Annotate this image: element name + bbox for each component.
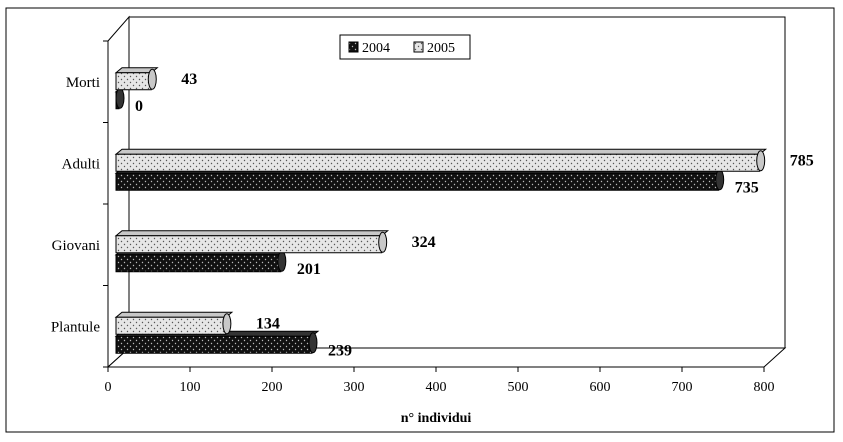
data-label-2004-giovani: 201: [297, 261, 321, 278]
category-label: Giovani: [52, 238, 100, 254]
category-label: Morti: [66, 75, 100, 91]
category-label: Plantule: [51, 319, 101, 335]
data-label-2005-adulti: 785: [790, 152, 814, 169]
data-label-2005-plantule: 134: [256, 315, 280, 332]
x-tick-label: 300: [344, 380, 365, 395]
x-tick-label: 0: [105, 380, 112, 395]
x-tick-label: 500: [508, 380, 529, 395]
data-label-2004-morti: 0: [135, 98, 143, 115]
x-tick-label: 600: [590, 380, 611, 395]
legend-label-2004: 2004: [362, 41, 390, 56]
legend: 2004 2005: [339, 34, 471, 60]
category-label: Adulti: [62, 156, 100, 172]
data-label-2004-plantule: 239: [328, 342, 352, 359]
legend-swatch-2005: [413, 41, 424, 53]
data-label-2005-morti: 43: [181, 71, 197, 88]
x-tick-label: 700: [672, 380, 693, 395]
x-tick-label: 800: [754, 380, 775, 395]
bar-2005-morti: [114, 67, 159, 91]
legend-box: [339, 34, 471, 60]
bar-2005-adulti: [114, 148, 768, 172]
legend-swatch-2004: [348, 41, 359, 53]
x-tick-label: 100: [180, 380, 201, 395]
x-tick-label: 200: [262, 380, 283, 395]
x-tick-label: 400: [426, 380, 447, 395]
x-axis-title: n° individui: [401, 411, 472, 426]
data-label-2004-adulti: 735: [735, 179, 759, 196]
bar-2005-giovani: [114, 230, 390, 254]
data-label-2005-giovani: 324: [412, 234, 436, 251]
bar-2005-plantule: [114, 311, 234, 335]
legend-label-2005: 2005: [427, 41, 455, 56]
